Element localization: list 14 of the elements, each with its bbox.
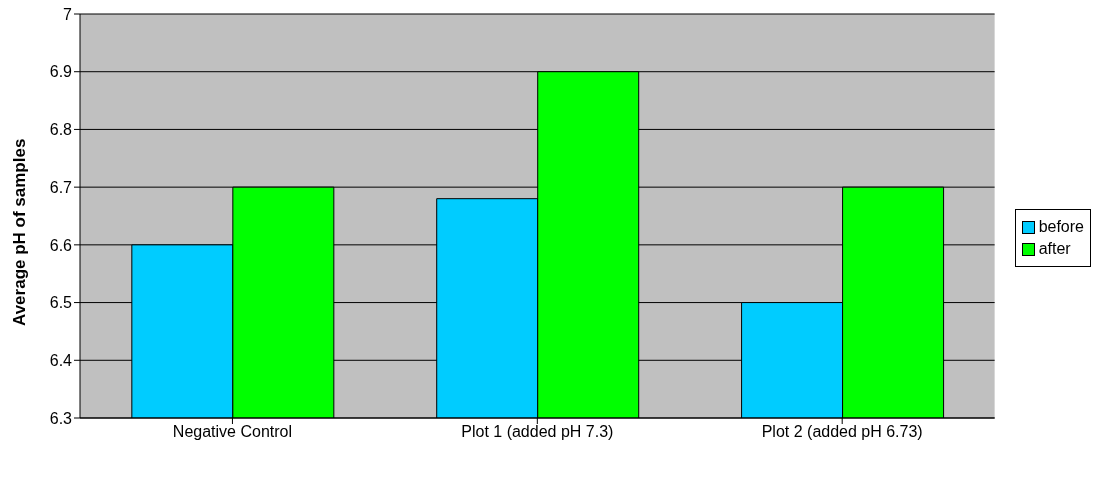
y-tick-label: 6.9: [49, 63, 73, 81]
legend-label: after: [1038, 240, 1071, 258]
y-axis-title: Average pH of samples: [10, 138, 30, 326]
y-tick-label: 6.7: [49, 178, 73, 196]
x-tick-label: Plot 1 (added pH 7.3): [461, 423, 614, 441]
y-tick-label: 7: [63, 5, 73, 23]
y-tick-label: 6.6: [49, 236, 73, 254]
x-tick-label: Plot 2 (added pH 6.73): [761, 423, 923, 441]
y-tick-label: 6.3: [49, 409, 73, 427]
y-tick-label: 6.8: [49, 121, 73, 139]
legend-label: before: [1038, 218, 1084, 236]
y-tick-label: 6.4: [49, 351, 73, 369]
y-tick-label: 6.5: [49, 294, 73, 312]
x-tick-label: Negative Control: [172, 423, 293, 441]
